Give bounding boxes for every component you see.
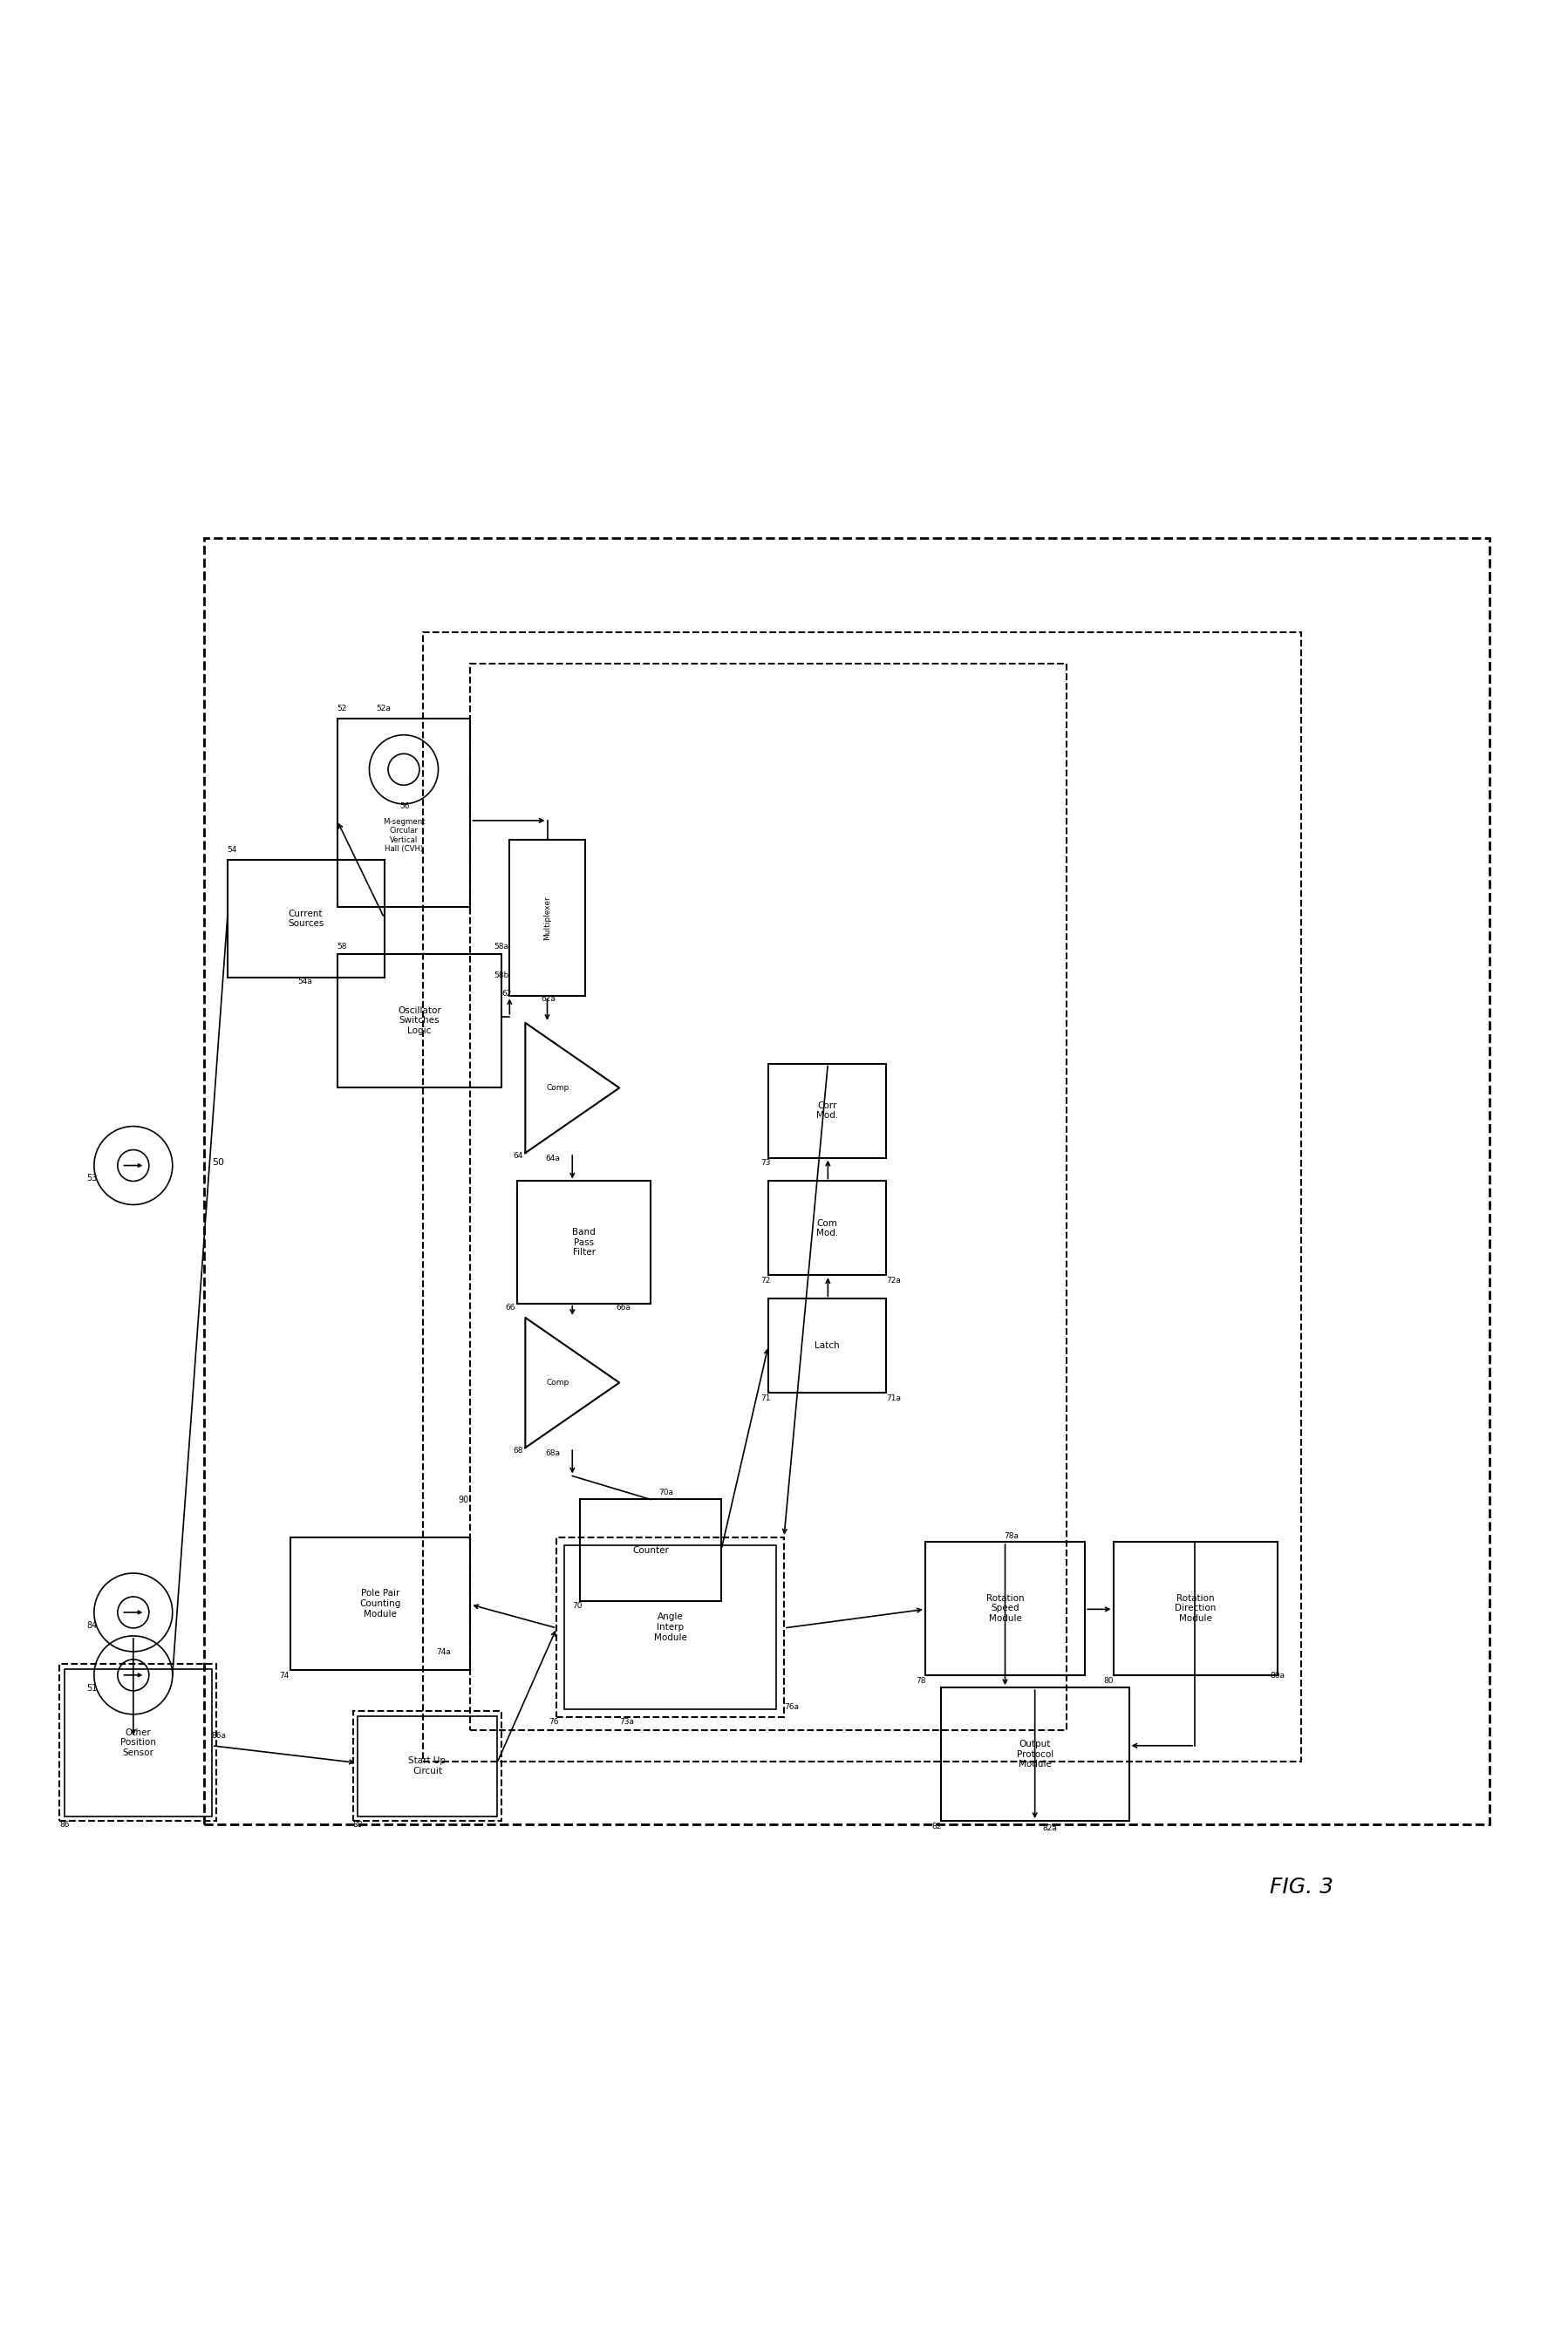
- Text: 58a: 58a: [494, 944, 508, 951]
- Bar: [227, 860, 384, 977]
- Text: Start Up
Circuit: Start Up Circuit: [409, 1758, 445, 1776]
- Text: 82a: 82a: [1043, 1825, 1057, 1832]
- Text: 54a: 54a: [298, 977, 312, 986]
- Text: 80a: 80a: [1270, 1671, 1284, 1681]
- Text: Comp: Comp: [547, 1378, 569, 1387]
- Bar: [941, 1688, 1129, 1821]
- Text: Current
Sources: Current Sources: [287, 909, 325, 928]
- Text: 82: 82: [931, 1823, 941, 1830]
- Text: 70: 70: [572, 1601, 582, 1608]
- Text: Band
Pass
Filter: Band Pass Filter: [572, 1228, 596, 1256]
- Text: 78: 78: [916, 1676, 925, 1685]
- Text: 56: 56: [400, 802, 409, 809]
- Text: Comp: Comp: [547, 1084, 569, 1091]
- Bar: [768, 1063, 886, 1159]
- Bar: [337, 718, 470, 907]
- Text: 74a: 74a: [436, 1648, 450, 1657]
- Text: 51: 51: [86, 1683, 97, 1692]
- Text: 76a: 76a: [784, 1704, 798, 1711]
- Text: 72: 72: [760, 1277, 770, 1284]
- Bar: [470, 664, 1066, 1730]
- Text: 62: 62: [502, 991, 511, 998]
- Text: 71: 71: [760, 1394, 770, 1403]
- Bar: [925, 1541, 1085, 1676]
- Bar: [768, 1182, 886, 1275]
- Text: 68: 68: [513, 1445, 522, 1455]
- Text: Other
Position
Sensor: Other Position Sensor: [121, 1727, 155, 1758]
- Text: 73: 73: [760, 1159, 770, 1168]
- Bar: [290, 1536, 470, 1671]
- Text: 58: 58: [337, 944, 347, 951]
- Bar: [557, 1536, 784, 1718]
- Bar: [64, 1669, 212, 1816]
- Text: Latch: Latch: [815, 1340, 839, 1350]
- Text: Multiplexer: Multiplexer: [543, 895, 552, 939]
- Bar: [337, 953, 502, 1086]
- Text: 78a: 78a: [1004, 1531, 1018, 1541]
- Text: 71a: 71a: [886, 1394, 900, 1403]
- Text: Counter: Counter: [632, 1545, 670, 1555]
- Text: 68a: 68a: [546, 1450, 560, 1457]
- Text: 76: 76: [549, 1718, 558, 1725]
- Text: Oscillator
Switches
Logic: Oscillator Switches Logic: [398, 1007, 441, 1035]
- Text: 52: 52: [337, 704, 347, 713]
- Text: 64a: 64a: [546, 1154, 560, 1163]
- Text: Output
Protocol
Module: Output Protocol Module: [1016, 1739, 1054, 1769]
- Text: 66: 66: [505, 1303, 514, 1312]
- Text: 90: 90: [458, 1497, 469, 1503]
- Text: 66a: 66a: [616, 1303, 630, 1312]
- Text: 86: 86: [60, 1821, 69, 1830]
- Text: 73a: 73a: [619, 1718, 633, 1725]
- Bar: [1113, 1541, 1278, 1676]
- Text: 80: 80: [1104, 1676, 1113, 1685]
- Text: 53: 53: [86, 1175, 97, 1182]
- Text: 88: 88: [353, 1821, 362, 1830]
- Text: 70a: 70a: [659, 1490, 673, 1497]
- Text: Pole Pair
Counting
Module: Pole Pair Counting Module: [359, 1590, 401, 1618]
- Text: Rotation
Speed
Module: Rotation Speed Module: [986, 1594, 1024, 1622]
- Text: 50: 50: [212, 1159, 224, 1168]
- Text: 58b: 58b: [494, 972, 510, 979]
- Bar: [204, 538, 1490, 1825]
- Text: 54: 54: [227, 846, 237, 853]
- Bar: [423, 632, 1301, 1762]
- Bar: [580, 1499, 721, 1601]
- Text: Com
Mod.: Com Mod.: [815, 1219, 839, 1238]
- Text: 86a: 86a: [212, 1732, 226, 1739]
- Text: Rotation
Direction
Module: Rotation Direction Module: [1174, 1594, 1217, 1622]
- Bar: [564, 1545, 776, 1709]
- Text: Corr
Mod.: Corr Mod.: [815, 1100, 839, 1119]
- Text: 62a: 62a: [541, 995, 555, 1002]
- Text: 72a: 72a: [886, 1277, 900, 1284]
- Text: 84: 84: [86, 1620, 97, 1629]
- Text: 74: 74: [279, 1671, 289, 1681]
- Text: FIG. 3: FIG. 3: [1270, 1876, 1333, 1897]
- Bar: [510, 839, 585, 995]
- Text: 52a: 52a: [376, 704, 390, 713]
- Bar: [60, 1664, 216, 1821]
- Text: Angle
Interp
Module: Angle Interp Module: [654, 1613, 687, 1641]
- Bar: [358, 1716, 497, 1816]
- Bar: [517, 1182, 651, 1303]
- Bar: [768, 1298, 886, 1394]
- Text: 64: 64: [513, 1152, 522, 1159]
- Text: M-segment
Circular
Vertical
Hall (CVH): M-segment Circular Vertical Hall (CVH): [383, 818, 425, 853]
- Bar: [353, 1711, 502, 1821]
